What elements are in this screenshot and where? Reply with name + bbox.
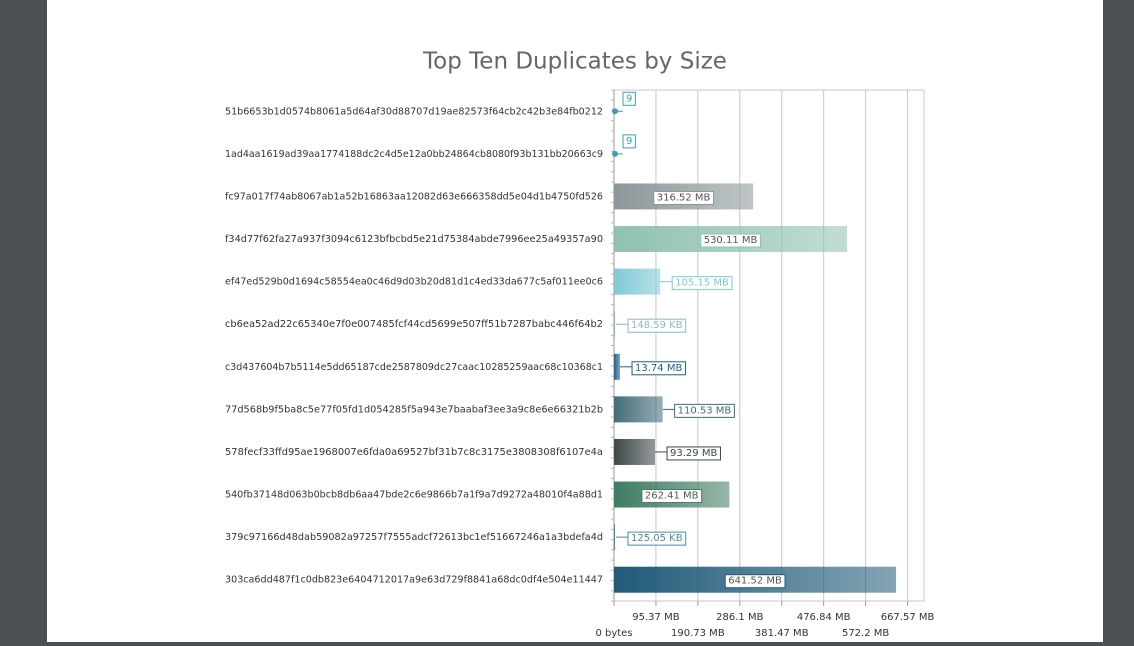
y-tick-label: ef47ed529b0d1694c58554ea0c46d9d03b20d81d…: [225, 277, 603, 288]
value-label: 9: [626, 93, 632, 104]
y-tick-label: 379c97166d48dab59082a97257f7555adcf72613…: [225, 532, 603, 543]
value-label: 262.41 MB: [645, 491, 699, 502]
y-tick-label: 51b6653b1d0574b8061a5d64af30d88707d19ae8…: [225, 106, 603, 117]
value-label: 93.29 MB: [670, 448, 717, 459]
y-tick-label: f34d77f62fa27a937f3094c6123bfbcbd5e21d75…: [225, 234, 603, 245]
y-tick-label: c3d437604b7b5114e5dd65187cde2587809dc27c…: [225, 362, 603, 373]
bar: [614, 354, 620, 380]
value-label: 641.52 MB: [728, 576, 782, 587]
x-tick-label: 190.73 MB: [671, 628, 725, 639]
bar: [614, 396, 663, 422]
value-label: 316.52 MB: [657, 192, 711, 203]
y-tick-label: 578fecf33ffd95ae1968007e6fda0a69527bf31b…: [225, 447, 603, 458]
value-label: 9: [626, 136, 632, 147]
value-label: 13.74 MB: [635, 363, 682, 374]
x-tick-label: 572.2 MB: [842, 628, 889, 639]
y-tick-label: 303ca6dd487f1c0db823e6404712017a9e63d729…: [225, 575, 603, 586]
y-tick-label: cb6ea52ad22c65340e7f0e007485fcf44cd5699e…: [225, 319, 603, 330]
x-tick-label: 476.84 MB: [797, 612, 851, 623]
bar-stub: [614, 524, 615, 550]
bar-stub: [614, 311, 615, 337]
x-tick-label: 381.47 MB: [755, 628, 809, 639]
y-tick-label: 1ad4aa1619ad39aa1774188dc2c4d5e12a0bb248…: [225, 149, 603, 160]
y-tick-label: 77d568b9f5ba8c5e77f05fd1d054285f5a943e7b…: [225, 404, 603, 415]
y-tick-label: 540fb37148d063b0bcb8db6aa47bde2c6e9866b7…: [225, 490, 603, 501]
value-label: 125.05 KB: [631, 533, 683, 544]
value-label: 110.53 MB: [678, 405, 732, 416]
bar: [614, 439, 655, 465]
x-tick-label: 95.37 MB: [632, 612, 679, 623]
value-label: 105.15 MB: [675, 278, 729, 289]
bar: [614, 269, 660, 295]
chart-title: Top Ten Duplicates by Size: [422, 49, 727, 75]
y-tick-label: fc97a017f74ab8067ab1a52b16863aa12082d63e…: [225, 191, 603, 202]
x-tick-label: 0 bytes: [595, 628, 632, 639]
value-label: 148.59 KB: [631, 320, 683, 331]
x-tick-label: 286.1 MB: [716, 612, 763, 623]
x-tick-label: 667.57 MB: [881, 612, 935, 623]
value-label: 530.11 MB: [704, 235, 758, 246]
